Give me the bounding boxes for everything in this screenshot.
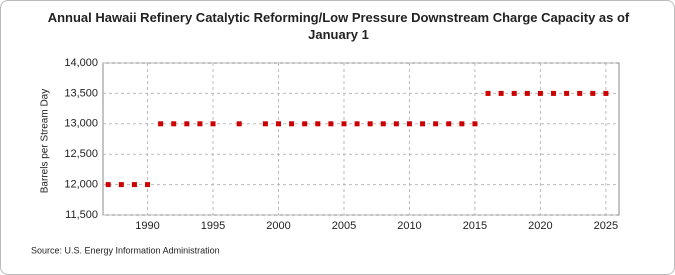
data-point xyxy=(380,121,386,127)
data-point xyxy=(262,121,268,127)
data-point xyxy=(171,121,177,127)
data-point xyxy=(354,121,360,127)
plot-area xyxy=(102,62,620,216)
data-point xyxy=(498,90,504,96)
data-point xyxy=(145,182,151,188)
data-point xyxy=(341,121,347,127)
y-tick-label: 12,500 xyxy=(64,148,98,160)
data-point xyxy=(236,121,242,127)
data-point xyxy=(131,182,137,188)
data-point xyxy=(275,121,281,127)
data-point xyxy=(302,121,308,127)
chart-title: Annual Hawaii Refinery Catalytic Reformi… xyxy=(47,10,630,42)
data-point xyxy=(446,121,452,127)
data-point xyxy=(210,121,216,127)
data-point xyxy=(393,121,399,127)
data-point xyxy=(118,182,124,188)
data-point xyxy=(328,121,334,127)
data-point xyxy=(564,90,570,96)
x-tick-label: 1990 xyxy=(135,220,159,232)
x-tick-label: 2025 xyxy=(594,220,618,232)
data-point xyxy=(524,90,530,96)
y-tick-label: 11,500 xyxy=(65,209,98,221)
data-point xyxy=(551,90,557,96)
y-tick-label: 13,500 xyxy=(64,87,98,99)
x-tick-label: 1995 xyxy=(201,220,225,232)
data-point xyxy=(459,121,465,127)
data-point xyxy=(289,121,295,127)
data-point xyxy=(420,121,426,127)
data-point xyxy=(472,121,478,127)
data-point xyxy=(537,90,543,96)
x-tick-label: 2020 xyxy=(528,220,552,232)
y-tick-label: 13,000 xyxy=(64,118,98,130)
data-point xyxy=(406,121,412,127)
data-point xyxy=(603,90,609,96)
data-point xyxy=(197,121,203,127)
source: Source: U.S. Energy Information Administ… xyxy=(31,245,220,255)
y-axis-label: Barrels per Stream Day xyxy=(40,89,51,193)
data-point xyxy=(367,121,373,127)
data-point xyxy=(433,121,439,127)
x-tick-label: 2015 xyxy=(463,220,487,232)
y-tick-label: 12,000 xyxy=(64,179,98,191)
x-tick-label: 2000 xyxy=(266,220,290,232)
data-point xyxy=(511,90,517,96)
x-tick-label: 2005 xyxy=(332,220,356,232)
data-point xyxy=(315,121,321,127)
data-point xyxy=(590,90,596,96)
data-point xyxy=(158,121,164,127)
y-tick-label: 14,000 xyxy=(64,57,98,69)
x-tick-label: 2010 xyxy=(397,220,421,232)
data-point xyxy=(485,90,491,96)
data-point xyxy=(184,121,190,127)
data-point xyxy=(577,90,583,96)
data-point xyxy=(105,182,111,188)
